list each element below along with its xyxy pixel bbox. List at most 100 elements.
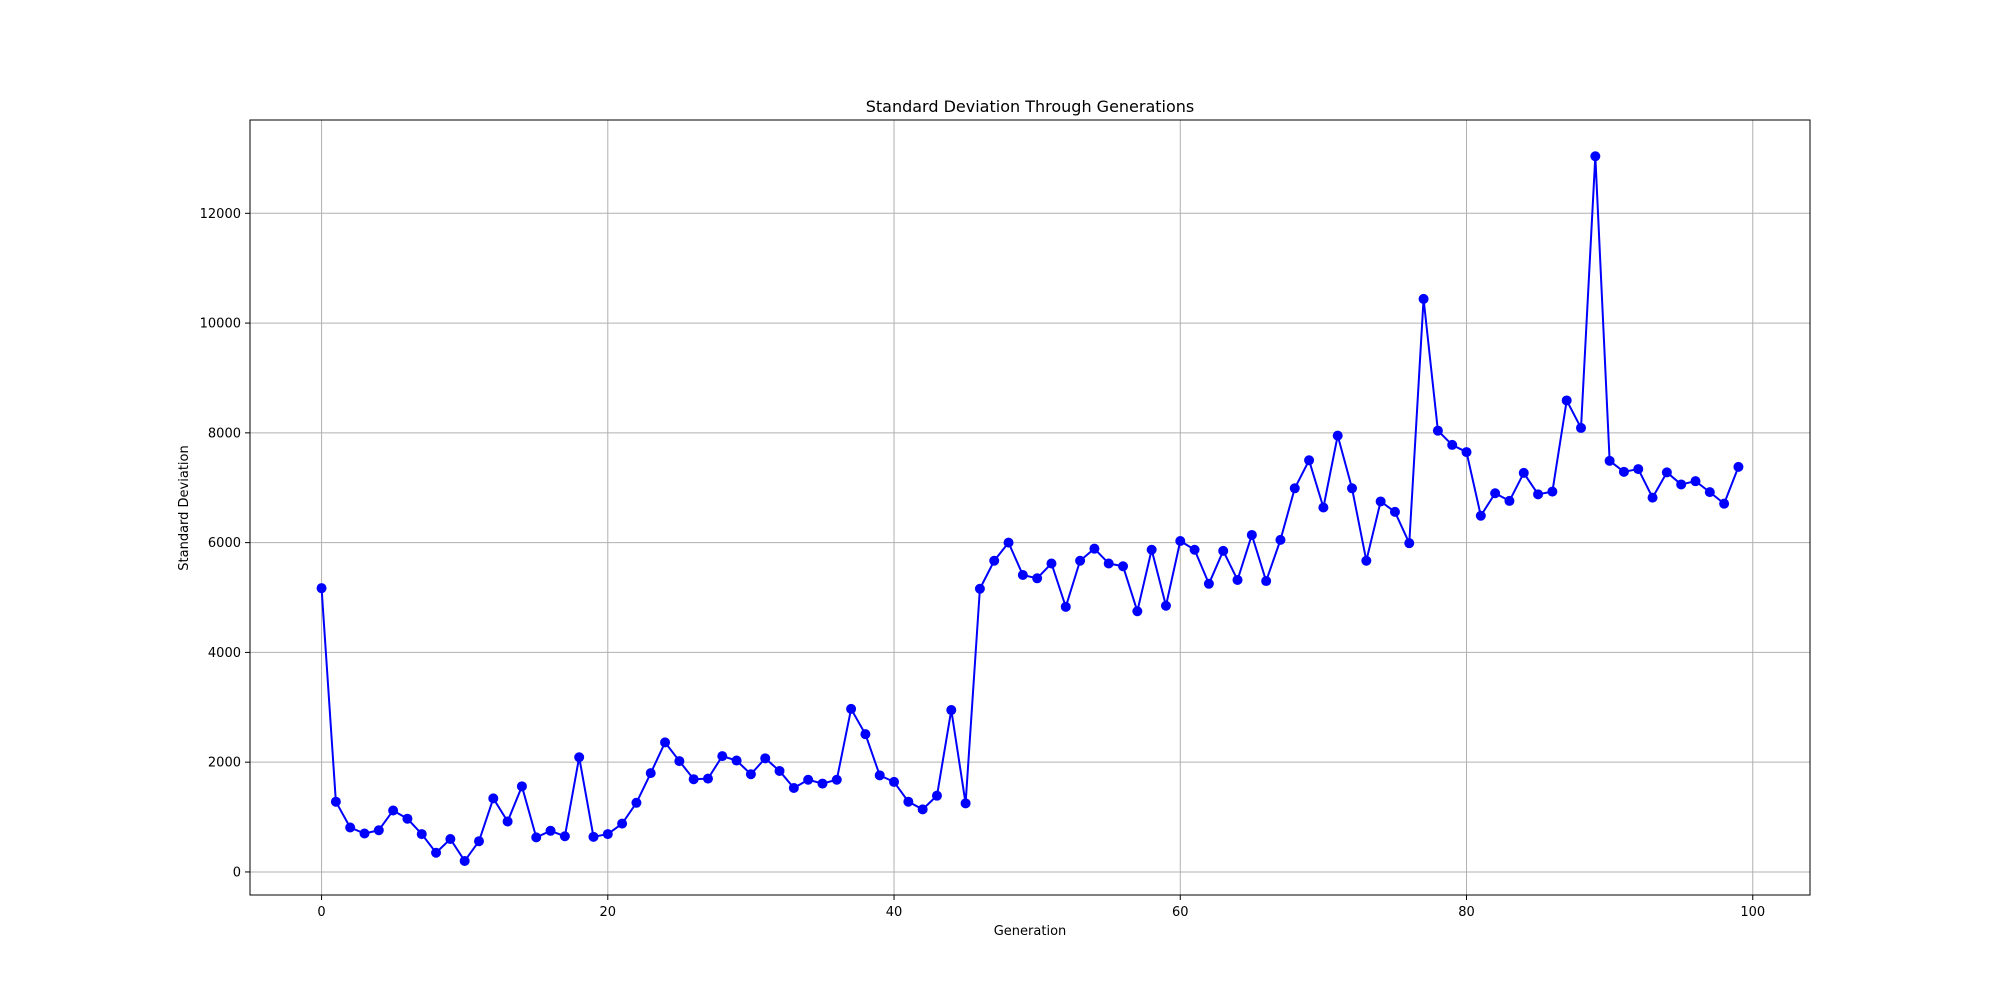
data-point — [760, 753, 771, 764]
data-point — [874, 770, 885, 781]
data-point — [373, 825, 384, 836]
data-point — [1089, 543, 1100, 554]
data-point — [1304, 455, 1315, 466]
data-point — [803, 774, 814, 785]
data-point — [1218, 545, 1229, 556]
data-point — [717, 751, 728, 762]
data-point — [1604, 455, 1615, 466]
data-point — [1032, 573, 1043, 584]
y-tick-label: 4000 — [208, 646, 241, 661]
data-point — [1719, 498, 1730, 509]
x-axis-title: Generation — [994, 924, 1067, 939]
data-point — [1103, 558, 1114, 569]
data-point — [1132, 606, 1143, 617]
data-point — [1418, 293, 1429, 304]
data-point — [602, 829, 613, 840]
data-point — [1017, 570, 1028, 581]
data-point — [989, 555, 1000, 566]
data-point — [1647, 492, 1658, 503]
data-point — [702, 773, 713, 784]
data-point — [1046, 558, 1057, 569]
data-point — [516, 781, 527, 792]
data-point — [1146, 544, 1157, 555]
data-point — [416, 829, 427, 840]
data-point — [1318, 502, 1329, 513]
data-point — [660, 737, 671, 748]
data-point — [1075, 555, 1086, 566]
data-point — [1175, 535, 1186, 546]
data-point — [1475, 510, 1486, 521]
data-point — [531, 832, 542, 843]
data-point — [617, 818, 628, 829]
series-line — [320, 155, 1740, 862]
x-tick-label: 0 — [317, 905, 325, 920]
x-tick-label: 60 — [1172, 905, 1189, 920]
data-point — [831, 774, 842, 785]
data-point — [559, 831, 570, 842]
data-point — [1633, 464, 1644, 475]
data-point — [1232, 574, 1243, 585]
data-point — [1275, 534, 1286, 545]
data-point — [473, 836, 484, 847]
data-point — [903, 796, 914, 807]
data-point — [1060, 601, 1071, 612]
data-point — [1361, 555, 1372, 566]
y-axis-title: Standard Deviation — [177, 445, 192, 570]
data-point — [574, 752, 585, 763]
data-point — [674, 756, 685, 767]
data-point — [1189, 544, 1200, 555]
data-point — [488, 793, 499, 804]
data-point — [1590, 151, 1601, 162]
y-tick-label: 12000 — [200, 207, 241, 222]
data-point — [1676, 479, 1687, 490]
data-point — [846, 703, 857, 714]
data-point — [1490, 488, 1501, 499]
data-point — [459, 855, 470, 866]
x-tick-label: 80 — [1458, 905, 1475, 920]
data-point — [1447, 439, 1458, 450]
x-tick-label: 20 — [600, 905, 617, 920]
data-point — [960, 798, 971, 809]
tick-layer: 0 20 40 60 80 100 0 2000 4000 6000 8000 10000 12000 — [200, 207, 1766, 920]
data-point — [645, 768, 656, 779]
data-point — [588, 831, 599, 842]
data-point — [1690, 476, 1701, 487]
data-point — [1661, 467, 1672, 478]
data-point — [1118, 561, 1129, 572]
data-point — [502, 816, 513, 827]
data-point — [946, 705, 957, 716]
data-point — [1332, 430, 1343, 441]
data-point — [1160, 600, 1171, 611]
data-point — [1289, 483, 1300, 494]
data-point — [745, 769, 756, 780]
data-point — [774, 765, 785, 776]
y-tick-label: 8000 — [208, 426, 241, 441]
data-point — [974, 583, 985, 594]
series-layer — [316, 151, 1744, 866]
data-point — [1504, 495, 1515, 506]
data-point — [1704, 487, 1715, 498]
data-point — [1261, 576, 1272, 587]
data-point — [445, 834, 456, 845]
x-tick-label: 40 — [886, 905, 903, 920]
data-point — [1203, 578, 1214, 589]
data-point — [402, 813, 413, 824]
data-point — [316, 583, 327, 594]
data-point — [1561, 395, 1572, 406]
data-point — [931, 790, 942, 801]
data-point — [345, 822, 356, 833]
data-point — [1547, 486, 1558, 497]
data-point — [731, 755, 742, 766]
data-point — [1003, 537, 1014, 548]
data-point — [1533, 489, 1544, 500]
data-point — [1518, 467, 1529, 478]
plot-frame — [249, 119, 1811, 896]
data-point — [1347, 483, 1358, 494]
data-point — [817, 778, 828, 789]
data-point — [631, 797, 642, 808]
y-tick-label: 2000 — [208, 756, 241, 771]
data-point — [1375, 496, 1386, 507]
y-tick-label: 10000 — [200, 317, 241, 332]
